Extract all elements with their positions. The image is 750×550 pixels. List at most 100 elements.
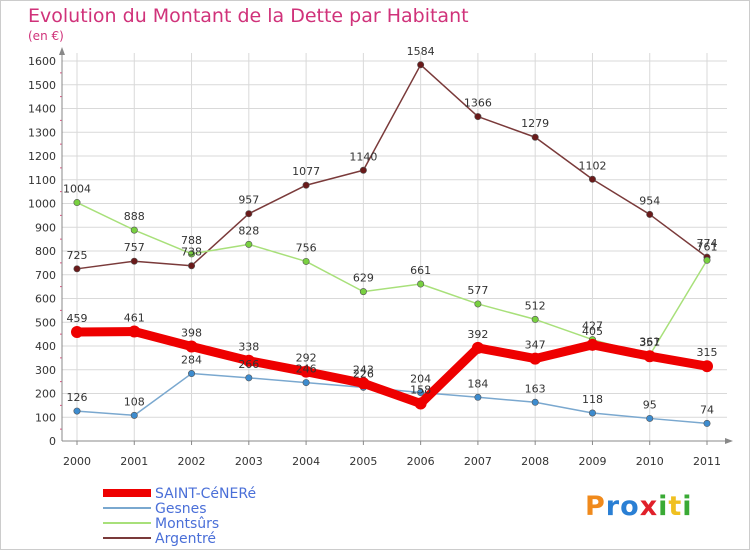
- y-tick-label: 1000: [28, 198, 56, 211]
- data-point: [531, 133, 539, 141]
- data-label: 338: [238, 341, 259, 354]
- data-point: [302, 379, 310, 387]
- data-point: [471, 341, 484, 354]
- data-point: [302, 181, 310, 189]
- data-label: 95: [643, 398, 657, 411]
- x-tick-label: 2006: [407, 455, 435, 468]
- y-tick-label: 1100: [28, 174, 56, 187]
- data-label: 788: [181, 234, 202, 247]
- data-point: [128, 325, 141, 338]
- data-label: 292: [296, 352, 317, 365]
- data-label: 461: [124, 312, 145, 325]
- y-tick-label: 200: [35, 388, 56, 401]
- data-point: [130, 226, 138, 234]
- data-point: [531, 315, 539, 323]
- data-point: [474, 113, 482, 121]
- data-label: 774: [697, 237, 718, 250]
- data-point: [529, 352, 542, 365]
- legend-label: SAINT-CéNERé: [155, 486, 256, 502]
- data-label: 226: [353, 367, 374, 380]
- series-line-1: [76, 372, 708, 425]
- x-tick-label: 2008: [521, 455, 549, 468]
- y-tick-label: 1400: [28, 103, 56, 116]
- y-tick-label: 900: [35, 221, 56, 234]
- data-point: [417, 389, 425, 397]
- data-label: 427: [582, 320, 603, 333]
- data-point: [646, 210, 654, 218]
- logo-letter: P: [585, 491, 606, 522]
- y-tick-label: 800: [35, 245, 56, 258]
- data-point: [703, 256, 711, 264]
- data-label: 761: [697, 240, 718, 253]
- y-tick-label: 0: [49, 435, 56, 448]
- data-label: 954: [639, 194, 660, 207]
- data-label: 243: [353, 363, 374, 376]
- data-point: [185, 340, 198, 353]
- y-tick-label: 700: [35, 269, 56, 282]
- data-label: 266: [238, 358, 259, 371]
- logo-letter: x: [639, 491, 659, 522]
- data-point: [357, 377, 370, 390]
- data-label: 126: [67, 391, 88, 404]
- data-point: [188, 262, 196, 270]
- data-label: 108: [124, 395, 145, 408]
- data-point: [586, 338, 599, 351]
- data-point: [73, 407, 81, 415]
- data-label: 1279: [521, 117, 549, 130]
- chart-title: Evolution du Montant de la Dette par Hab…: [28, 5, 469, 27]
- legend-label: Argentré: [155, 531, 216, 547]
- logo-letter: r: [605, 491, 621, 522]
- y-tick-label: 500: [35, 316, 56, 329]
- data-label: 577: [467, 284, 488, 297]
- data-label: 347: [525, 339, 546, 352]
- logo-letter: t: [668, 491, 683, 522]
- logo-letter: i: [682, 491, 693, 522]
- data-label: 184: [467, 377, 488, 390]
- x-tick-label: 2000: [63, 455, 91, 468]
- y-tick-label: 1500: [28, 79, 56, 92]
- y-axis-arrow: [59, 47, 65, 55]
- series-line-3: [76, 64, 708, 270]
- data-label: 1366: [464, 97, 492, 110]
- x-tick-label: 2003: [235, 455, 263, 468]
- data-point: [245, 210, 253, 218]
- legend-label: Gesnes: [155, 501, 207, 517]
- data-point: [73, 199, 81, 207]
- data-point: [646, 414, 654, 422]
- y-tick-label: 1600: [28, 55, 56, 68]
- data-point: [242, 354, 255, 367]
- data-label: 629: [353, 272, 374, 285]
- legend-label: Montsûrs: [155, 516, 219, 532]
- data-label: 118: [582, 393, 603, 406]
- data-label: 1102: [578, 159, 606, 172]
- x-tick-label: 2001: [120, 455, 148, 468]
- data-label: 74: [700, 403, 714, 416]
- data-label: 398: [181, 326, 202, 339]
- data-label: 1077: [292, 165, 320, 178]
- data-label: 392: [467, 328, 488, 341]
- data-point: [245, 374, 253, 382]
- y-tick-label: 1200: [28, 150, 56, 163]
- data-point: [474, 300, 482, 308]
- data-point: [130, 411, 138, 419]
- data-label: 204: [410, 373, 431, 386]
- data-point: [531, 398, 539, 406]
- data-label: 757: [124, 241, 145, 254]
- data-point: [245, 240, 253, 248]
- x-tick-label: 2007: [464, 455, 492, 468]
- data-label: 361: [639, 335, 660, 348]
- series-line-2: [76, 201, 708, 357]
- x-tick-label: 2005: [349, 455, 377, 468]
- data-label: 284: [181, 354, 202, 367]
- y-tick-label: 400: [35, 340, 56, 353]
- x-axis-arrow: [725, 438, 733, 444]
- x-tick-label: 2009: [578, 455, 606, 468]
- data-label: 1140: [349, 150, 377, 163]
- data-point: [588, 409, 596, 417]
- series-line-0: [72, 327, 712, 408]
- data-label: 405: [582, 325, 603, 338]
- proxiti-logo: Proxiti: [585, 491, 693, 522]
- x-tick-label: 2004: [292, 455, 320, 468]
- data-point: [643, 350, 656, 363]
